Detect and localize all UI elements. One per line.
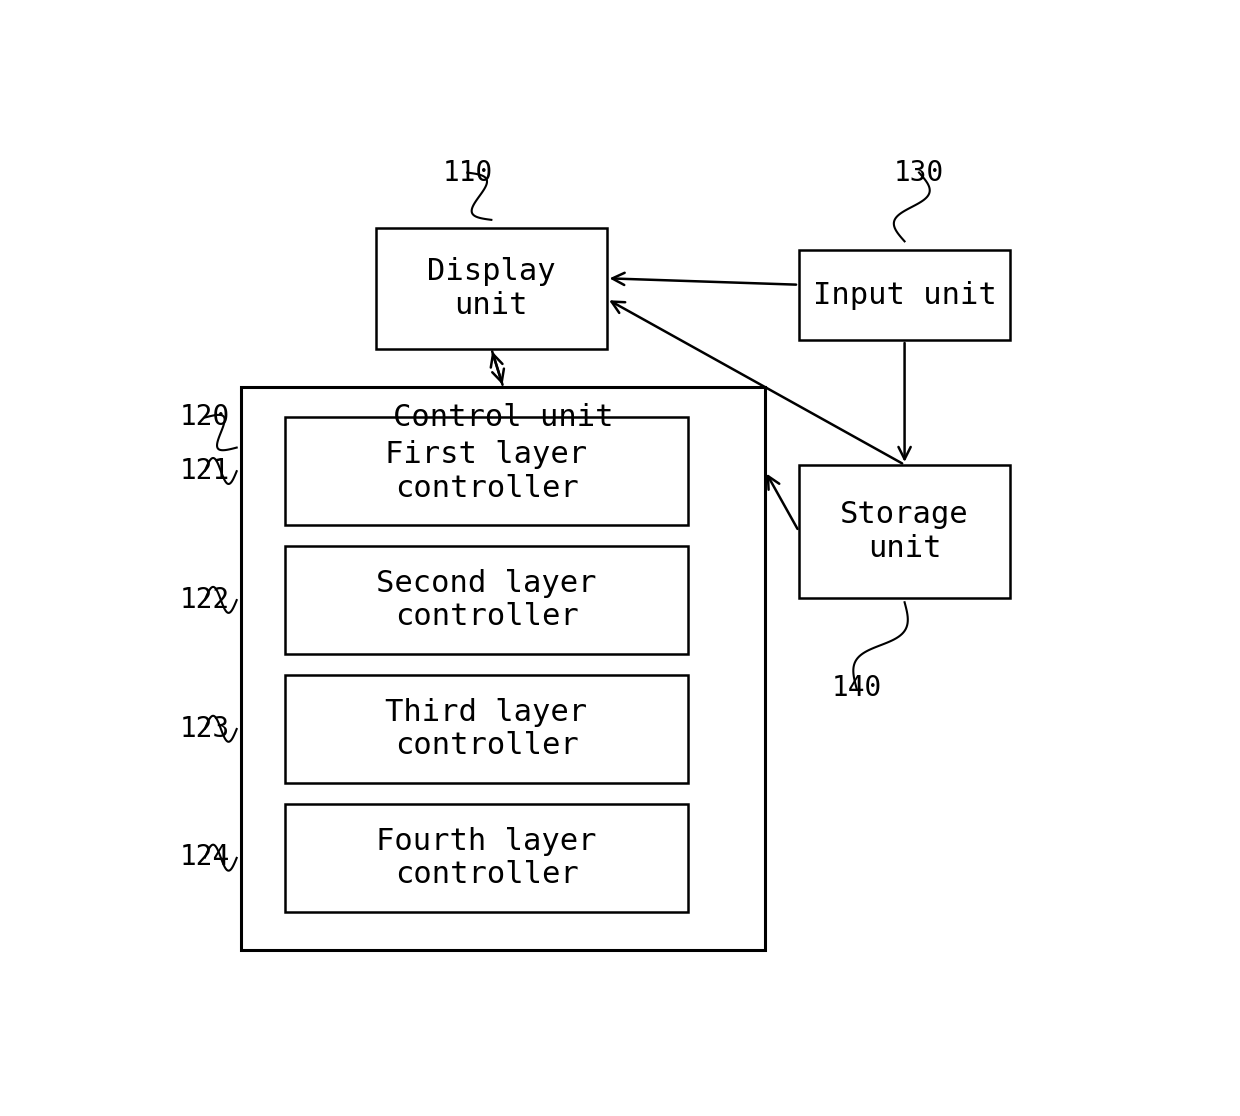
Bar xyxy=(242,387,765,951)
Text: 130: 130 xyxy=(894,158,944,186)
Text: Control unit: Control unit xyxy=(393,403,614,432)
Text: Display
unit: Display unit xyxy=(427,258,556,320)
Text: 140: 140 xyxy=(831,674,882,702)
Bar xyxy=(799,464,1011,598)
Text: 123: 123 xyxy=(180,714,231,742)
Bar xyxy=(376,229,606,348)
Bar xyxy=(285,805,688,912)
Text: Third layer
controller: Third layer controller xyxy=(386,698,588,760)
Bar xyxy=(799,250,1011,340)
Text: Input unit: Input unit xyxy=(812,280,997,309)
Text: 122: 122 xyxy=(180,586,231,614)
Bar xyxy=(285,417,688,525)
Text: Storage
unit: Storage unit xyxy=(841,500,968,562)
Bar xyxy=(285,675,688,782)
Text: Fourth layer
controller: Fourth layer controller xyxy=(376,827,596,889)
Text: 124: 124 xyxy=(180,844,231,872)
Text: Second layer
controller: Second layer controller xyxy=(376,569,596,632)
Text: First layer
controller: First layer controller xyxy=(386,440,588,502)
Bar xyxy=(285,547,688,654)
Text: 121: 121 xyxy=(180,456,231,484)
Text: 120: 120 xyxy=(180,404,231,432)
Text: 110: 110 xyxy=(443,158,492,186)
